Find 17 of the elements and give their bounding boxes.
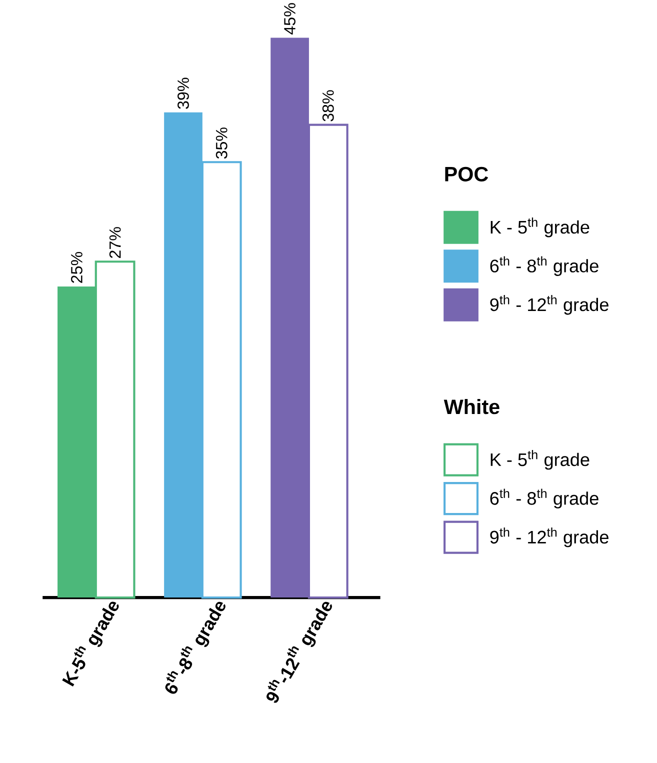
- x-tick-label: $\textbf{K-5}^{\textbf{th}}\textbf{ grade}$: [62, 602, 119, 687]
- data-label: 25%: [71, 252, 83, 283]
- text: 6$^{th}$ - 8$^{th}$ grade: [490, 488, 599, 508]
- text: POC: [445, 166, 488, 182]
- x-tick-label: $\textbf{9}^{\textbf{th}}\textbf{-12}^{\textbf{th}}\textbf{ grade}$: [266, 602, 332, 703]
- x-tick-label: $\textbf{6}^{\textbf{th}}\textbf{-8}^{\textbf{th}}\textbf{ grade}$: [165, 602, 226, 694]
- data-label: 27%: [110, 227, 121, 258]
- data-label: 45%: [284, 3, 296, 35]
- data-label: 39%: [178, 78, 190, 109]
- text: 9$^{th}$ - 12$^{th}$ grade: [490, 527, 609, 548]
- data-label: 35%: [216, 128, 228, 159]
- text: K - 5$^{th}$ grade: [491, 218, 590, 238]
- text: K - 5$^{th}$ grade: [491, 450, 590, 470]
- text: 6$^{th}$ - 8$^{th}$ grade: [490, 256, 599, 276]
- data-label: 38%: [322, 90, 334, 122]
- text: 9$^{th}$ - 12$^{th}$ grade: [490, 295, 609, 315]
- text: White: [444, 398, 500, 414]
